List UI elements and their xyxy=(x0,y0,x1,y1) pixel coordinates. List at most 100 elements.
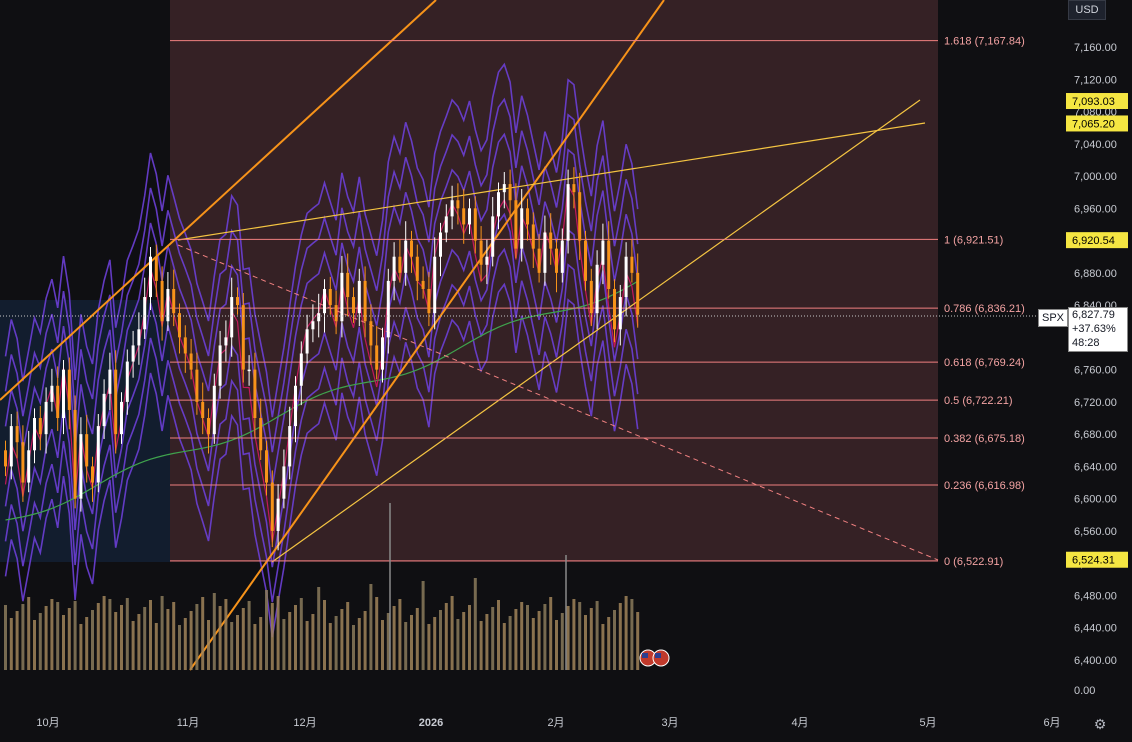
last-price: 6,827.79 xyxy=(1072,309,1115,321)
volume-bar xyxy=(473,578,477,670)
band-line xyxy=(4,247,639,603)
candle-body xyxy=(317,313,321,322)
candle-body xyxy=(323,288,326,314)
volume-bar xyxy=(270,603,274,670)
candle-body xyxy=(218,345,222,386)
y-tick-label: 6,560.00 xyxy=(1074,526,1117,538)
candle-body xyxy=(15,426,19,443)
channel-line-lower xyxy=(189,0,665,671)
candle-body xyxy=(265,450,268,483)
volume-bar xyxy=(317,587,321,670)
volume-bar xyxy=(613,610,616,670)
y-tick-label: 6,680.00 xyxy=(1074,429,1117,441)
price-axis[interactable]: 7,160.007,120.007,080.007,040.007,000.00… xyxy=(1074,42,1117,697)
volume-bar xyxy=(96,603,100,670)
volume-bar xyxy=(444,603,448,670)
volume-bar xyxy=(427,624,431,670)
candle-body xyxy=(526,208,529,225)
candle-body xyxy=(299,353,303,386)
candle-body xyxy=(172,288,176,314)
volume-bar xyxy=(491,607,495,670)
candle-body xyxy=(392,256,396,281)
volume-bar xyxy=(143,607,147,670)
candle-body xyxy=(276,498,280,531)
y-tick-label: 6,440.00 xyxy=(1074,623,1117,635)
candle-body xyxy=(456,200,460,209)
time-axis[interactable]: 10月 11月 12月 2026 2月 3月 4月 5月 6月 xyxy=(36,717,1060,729)
volume-bar xyxy=(305,621,309,670)
x-tick-label: 4月 xyxy=(791,717,808,729)
candle-body xyxy=(636,272,640,315)
us-flag-event-icon[interactable] xyxy=(639,649,670,667)
candle-body xyxy=(537,248,541,273)
candle-body xyxy=(259,418,263,451)
candle-body xyxy=(468,208,471,225)
candle-body xyxy=(224,337,228,346)
volume-axis-label: 0.00 xyxy=(1074,685,1095,697)
trend-line xyxy=(177,122,926,241)
candle-body xyxy=(305,329,309,354)
candle-body xyxy=(572,184,576,193)
candle-body xyxy=(102,393,106,427)
candle-body xyxy=(166,288,170,322)
volume-bar xyxy=(125,598,129,670)
currency-selector[interactable]: USD xyxy=(1068,0,1106,20)
candle-body xyxy=(485,256,489,265)
bollinger-bands xyxy=(4,62,639,638)
candle-body xyxy=(294,385,297,427)
fib-levels: 1.618 (7,167.84) 1 (6,921.51) 0.786 (6,836… xyxy=(170,36,1025,568)
volume-bar xyxy=(149,600,152,670)
volume-bar xyxy=(236,615,239,670)
volume-bar xyxy=(282,619,286,670)
candle-body xyxy=(62,369,65,419)
fib-label: 0.618 (6,769.24) xyxy=(944,357,1025,369)
candle-body xyxy=(154,256,158,281)
volume-bar xyxy=(398,599,402,670)
volume-bar xyxy=(352,625,355,670)
volume-bar xyxy=(340,609,344,670)
gear-icon[interactable]: ⚙ xyxy=(1093,716,1107,732)
candle-body xyxy=(386,280,390,338)
volume-bar xyxy=(73,601,77,670)
volume-bar xyxy=(392,606,396,670)
x-tick-label: 6月 xyxy=(1043,717,1060,729)
volume-bar xyxy=(381,620,384,670)
band-line xyxy=(4,97,639,453)
volume-bar xyxy=(526,605,529,670)
y-tick-label: 6,760.00 xyxy=(1074,365,1117,377)
volume-bar xyxy=(91,610,94,670)
volume-bar xyxy=(38,613,42,670)
volume-bar xyxy=(502,623,506,670)
volume-bar xyxy=(462,612,466,670)
candle-body xyxy=(143,297,147,330)
candle-body xyxy=(491,216,495,257)
volume-bar xyxy=(595,601,599,670)
candle-body xyxy=(85,434,89,467)
candle-body xyxy=(230,297,234,338)
candle-body xyxy=(624,256,628,298)
volume-bar xyxy=(166,609,170,670)
candle-body xyxy=(450,200,454,217)
bar-countdown: 48:28 xyxy=(1072,337,1100,349)
volume-bar xyxy=(241,608,245,670)
volume-bar xyxy=(572,599,576,670)
volume-bar xyxy=(560,613,564,670)
volume-bar xyxy=(56,602,60,670)
price-tag xyxy=(1066,93,1128,110)
x-tick-label: 2月 xyxy=(547,717,564,729)
candle-body xyxy=(595,264,599,314)
candle-body xyxy=(381,337,384,370)
candle-body xyxy=(520,208,524,249)
volume-bars xyxy=(4,503,640,670)
x-tick-label: 2026 xyxy=(419,717,443,729)
candle-body xyxy=(247,369,251,372)
fib-label: 0.786 (6,836.21) xyxy=(944,303,1025,315)
candle-body xyxy=(183,337,187,354)
candle-body xyxy=(44,401,48,435)
price-tag-label: 6,524.31 xyxy=(1072,555,1115,567)
fib-zone xyxy=(170,0,938,562)
candle-body xyxy=(96,426,100,483)
volume-bar xyxy=(299,598,303,670)
candle-body xyxy=(421,280,425,289)
